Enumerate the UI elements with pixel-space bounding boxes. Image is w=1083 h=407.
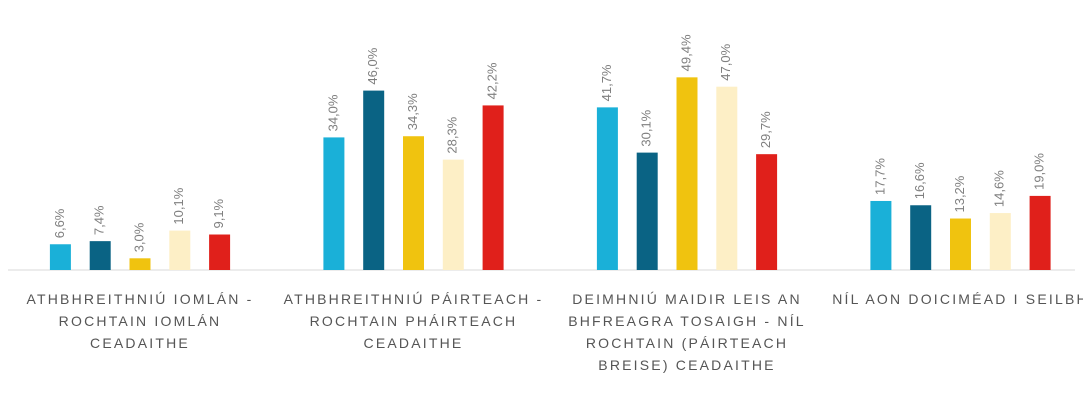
bar xyxy=(323,137,345,270)
bar xyxy=(636,152,658,270)
bar xyxy=(129,258,151,270)
data-label: 30,1% xyxy=(639,109,654,146)
data-label: 13,2% xyxy=(952,175,967,212)
data-label: 34,0% xyxy=(325,94,340,131)
data-label: 46,0% xyxy=(365,47,380,84)
data-label: 47,0% xyxy=(718,43,733,80)
data-label: 28,3% xyxy=(445,116,460,153)
data-label: 9,1% xyxy=(211,198,226,228)
bar xyxy=(209,234,231,270)
bar xyxy=(989,213,1011,270)
x-tick-label: DEIMHNIÚ MAIDIR LEIS AN BHFREAGRA TOSAIG… xyxy=(568,291,806,373)
data-label: 41,7% xyxy=(599,64,614,101)
bar xyxy=(49,244,71,270)
bar xyxy=(403,136,424,270)
data-label: 3,0% xyxy=(131,222,146,252)
data-label: 29,7% xyxy=(758,111,773,148)
data-label: 7,4% xyxy=(92,205,107,235)
bar xyxy=(89,241,111,270)
data-label: 19,0% xyxy=(1032,153,1047,190)
bar xyxy=(169,230,191,270)
data-label: 42,2% xyxy=(485,62,500,99)
x-tick-label: ATHBHREITHNIÚ IOMLÁN - ROCHTAIN IOMLÁN C… xyxy=(26,291,254,351)
bar xyxy=(716,86,738,270)
bar xyxy=(1029,195,1051,270)
data-label: 14,6% xyxy=(992,170,1007,207)
data-label: 10,1% xyxy=(171,187,186,224)
bar xyxy=(676,77,698,270)
bar xyxy=(910,205,932,270)
bar xyxy=(482,105,504,270)
x-tick-label: NÍL AON DOICIMÉAD I SEILBH xyxy=(832,291,1083,307)
data-label: 49,4% xyxy=(678,34,693,71)
data-label: 17,7% xyxy=(872,158,887,195)
bar xyxy=(870,200,892,270)
data-label: 34,3% xyxy=(405,93,420,130)
bar xyxy=(950,218,971,270)
x-tick-label: ATHBHREITHNIÚ PÁIRTEACH - ROCHTAIN PHÁIR… xyxy=(283,291,544,351)
bar xyxy=(596,107,618,271)
data-label: 16,6% xyxy=(912,162,927,199)
bar xyxy=(442,159,464,270)
bar xyxy=(363,90,385,270)
data-label: 6,6% xyxy=(52,208,67,238)
bar xyxy=(756,154,778,270)
